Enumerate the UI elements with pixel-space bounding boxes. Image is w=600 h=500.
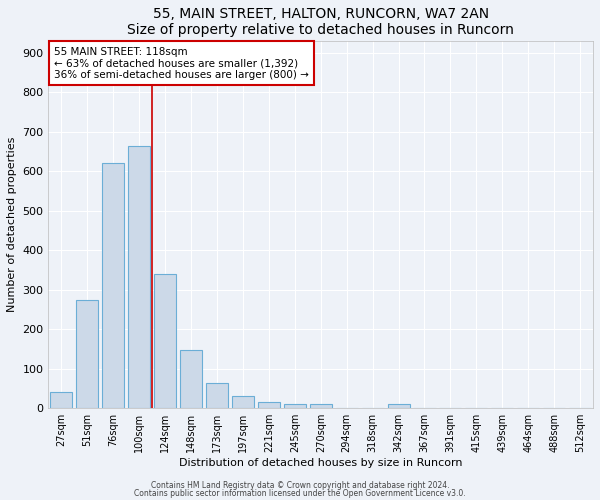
Text: Contains public sector information licensed under the Open Government Licence v3: Contains public sector information licen… xyxy=(134,489,466,498)
Text: 55 MAIN STREET: 118sqm
← 63% of detached houses are smaller (1,392)
36% of semi-: 55 MAIN STREET: 118sqm ← 63% of detached… xyxy=(54,46,309,80)
Bar xyxy=(180,350,202,408)
Bar xyxy=(154,274,176,408)
Bar xyxy=(128,146,150,408)
Bar xyxy=(310,404,332,408)
X-axis label: Distribution of detached houses by size in Runcorn: Distribution of detached houses by size … xyxy=(179,458,463,468)
Bar xyxy=(388,404,410,408)
Bar xyxy=(284,404,306,408)
Bar xyxy=(76,300,98,408)
Bar xyxy=(206,382,228,408)
Bar xyxy=(50,392,73,408)
Text: Contains HM Land Registry data © Crown copyright and database right 2024.: Contains HM Land Registry data © Crown c… xyxy=(151,480,449,490)
Bar xyxy=(102,164,124,408)
Bar xyxy=(258,402,280,408)
Y-axis label: Number of detached properties: Number of detached properties xyxy=(7,137,17,312)
Title: 55, MAIN STREET, HALTON, RUNCORN, WA7 2AN
Size of property relative to detached : 55, MAIN STREET, HALTON, RUNCORN, WA7 2A… xyxy=(127,7,514,37)
Bar xyxy=(232,396,254,408)
